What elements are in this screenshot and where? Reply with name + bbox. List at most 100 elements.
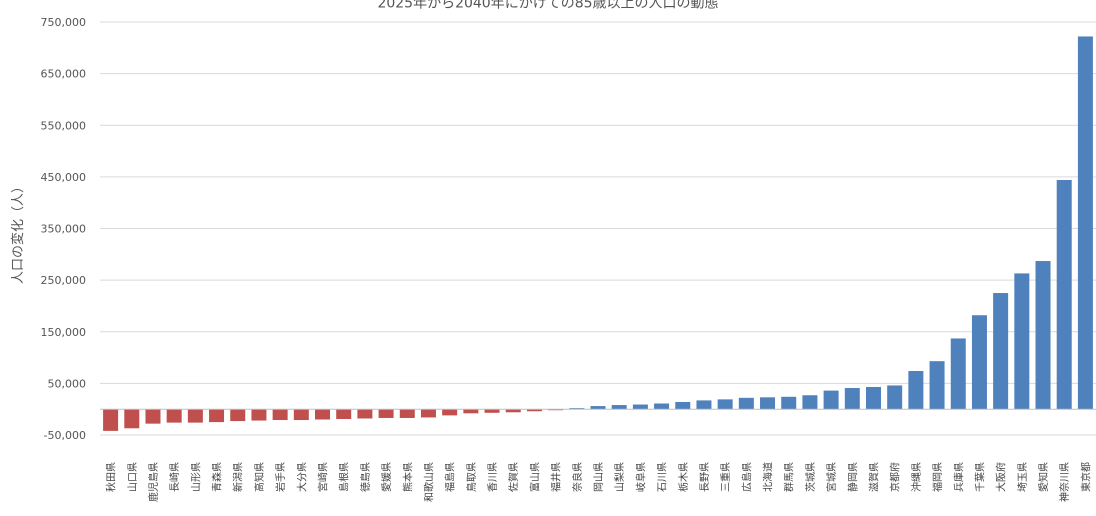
y-tick-label: 150,000 [41,326,87,339]
x-tick-label: 大分県 [295,462,308,492]
x-tick-label: 秋田県 [105,462,118,492]
bar-東京都 [1077,36,1093,410]
bar-岩手県 [272,409,288,421]
x-tick-label: 群馬県 [783,462,796,492]
x-tick-label: 岐阜県 [634,462,647,492]
bar-福井県 [548,409,564,411]
x-tick-label: 栃木県 [677,462,690,492]
bar-佐賀県 [505,409,521,413]
y-tick-labels: -50,000 50,000 150,000 250,000 350,000 450,00… [41,16,87,442]
bar-山口県 [124,409,140,429]
bar-鹿児島県 [145,409,161,424]
x-tick-label: 広島県 [740,462,753,492]
x-tick-label: 奈良県 [571,462,584,492]
bar-滋賀県 [865,386,881,410]
x-tick-label: 佐賀県 [508,462,520,492]
x-tick-label: 千葉県 [973,462,986,492]
x-tick-label: 山梨県 [613,462,626,492]
x-tick-label: 埼玉県 [1016,462,1029,492]
x-tick-label: 京都府 [889,462,902,492]
x-tick-label: 富山県 [528,462,541,492]
x-tick-label: 石川県 [657,462,669,492]
x-tick-label: 徳島県 [359,462,372,492]
bar-神奈川県 [1056,179,1072,410]
y-tick-label: 450,000 [41,171,87,184]
bar-徳島県 [357,409,373,419]
x-tick-label: 兵庫県 [952,462,965,492]
x-tick-label: 長野県 [699,462,711,492]
bar-新潟県 [230,409,246,422]
bars [103,36,1093,431]
x-tick-label: 青森県 [211,462,224,492]
bar-島根県 [336,409,352,419]
x-tick-label: 和歌山県 [422,462,435,502]
x-tick-label: 香川県 [487,462,499,492]
x-tick-label: 沖縄県 [910,462,923,492]
x-tick-label: 三重県 [719,462,732,492]
gridlines [100,21,1096,436]
y-tick-label: 650,000 [41,68,87,81]
y-axis-label: 人口の変化（人） [10,180,26,284]
bar-埼玉県 [1014,273,1030,410]
y-tick-label: 550,000 [41,119,87,132]
x-tick-label: 鹿児島県 [147,462,160,502]
x-tick-label: 北海道 [762,462,775,492]
bar-石川県 [654,403,670,410]
bar-熊本県 [399,409,415,418]
x-tick-label: 神奈川県 [1058,462,1071,502]
bar-沖縄県 [908,370,924,410]
bar-京都府 [887,385,903,410]
bar-福島県 [442,409,458,416]
x-tick-label: 岩手県 [274,462,287,492]
x-tick-label: 東京都 [1079,462,1092,492]
chart-title: 2025年から2040年にかけての85歳以上の人口の動態 [377,0,718,12]
x-tick-label: 滋賀県 [867,462,880,492]
bar-広島県 [738,397,754,410]
bar-山梨県 [611,405,627,410]
bar-静岡県 [844,388,860,410]
bar-大阪府 [993,293,1009,410]
x-tick-label: 長崎県 [168,462,181,492]
x-tick-label: 愛媛県 [380,462,393,492]
y-tick-label: 250,000 [41,274,87,287]
x-tick-label: 新潟県 [232,462,245,492]
x-tick-label: 宮城県 [825,462,838,492]
bar-兵庫県 [950,338,966,410]
y-tick-label: 750,000 [41,16,87,29]
bar-栃木県 [675,401,691,410]
x-tick-label: 福井県 [550,462,563,492]
x-tick-label: 山口県 [127,462,139,492]
bar-大分県 [293,409,309,421]
bar-青森県 [209,409,225,423]
bar-岐阜県 [632,404,648,410]
bar-群馬県 [781,396,797,410]
y-tick-label: 50,000 [48,377,87,390]
x-tick-label: 福島県 [444,462,457,492]
x-tick-label: 福岡県 [931,462,944,492]
bar-宮城県 [823,390,839,410]
bar-三重県 [717,399,733,410]
x-tick-label: 大阪府 [995,462,1008,492]
bar-富山県 [526,409,542,412]
bar-高知県 [251,409,267,421]
x-tick-label: 宮崎県 [317,462,330,492]
bar-和歌山県 [420,409,436,418]
bar-福岡県 [929,361,945,410]
x-tick-label: 茨城県 [804,462,817,492]
bar-宮崎県 [315,409,331,420]
bar-鳥取県 [463,409,479,414]
x-tick-label: 岡山県 [593,462,605,492]
y-tick-label: -50,000 [44,429,86,442]
bar-茨城県 [802,395,818,410]
bar-千葉県 [971,315,987,410]
x-tick-label: 山形県 [190,462,202,492]
x-tick-label: 高知県 [253,462,266,492]
x-tick-label: 島根県 [338,462,351,492]
bar-愛知県 [1035,261,1051,410]
bar-長野県 [696,400,712,410]
x-tick-label: 静岡県 [846,462,859,492]
bar-秋田県 [103,409,119,431]
bar-香川県 [484,409,500,413]
bar-愛媛県 [378,409,394,418]
